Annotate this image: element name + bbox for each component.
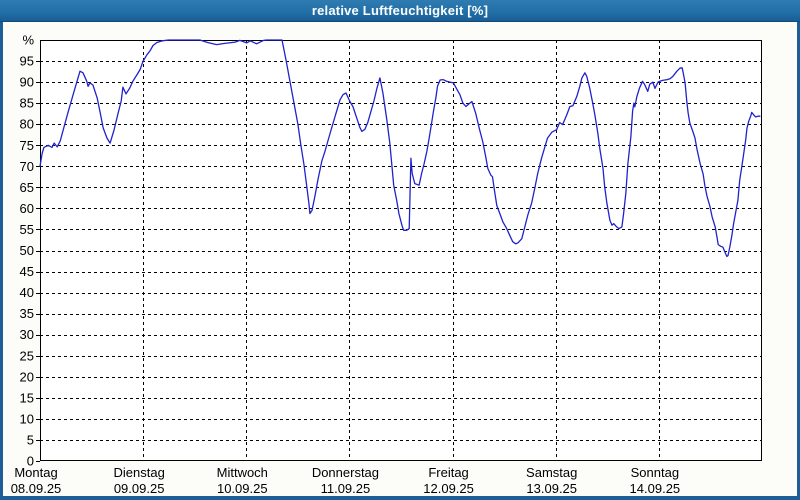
title-bar: relative Luftfeuchtigkeit [%] <box>0 0 800 22</box>
window-title: relative Luftfeuchtigkeit [%] <box>311 3 489 18</box>
chart-area <box>3 22 797 496</box>
